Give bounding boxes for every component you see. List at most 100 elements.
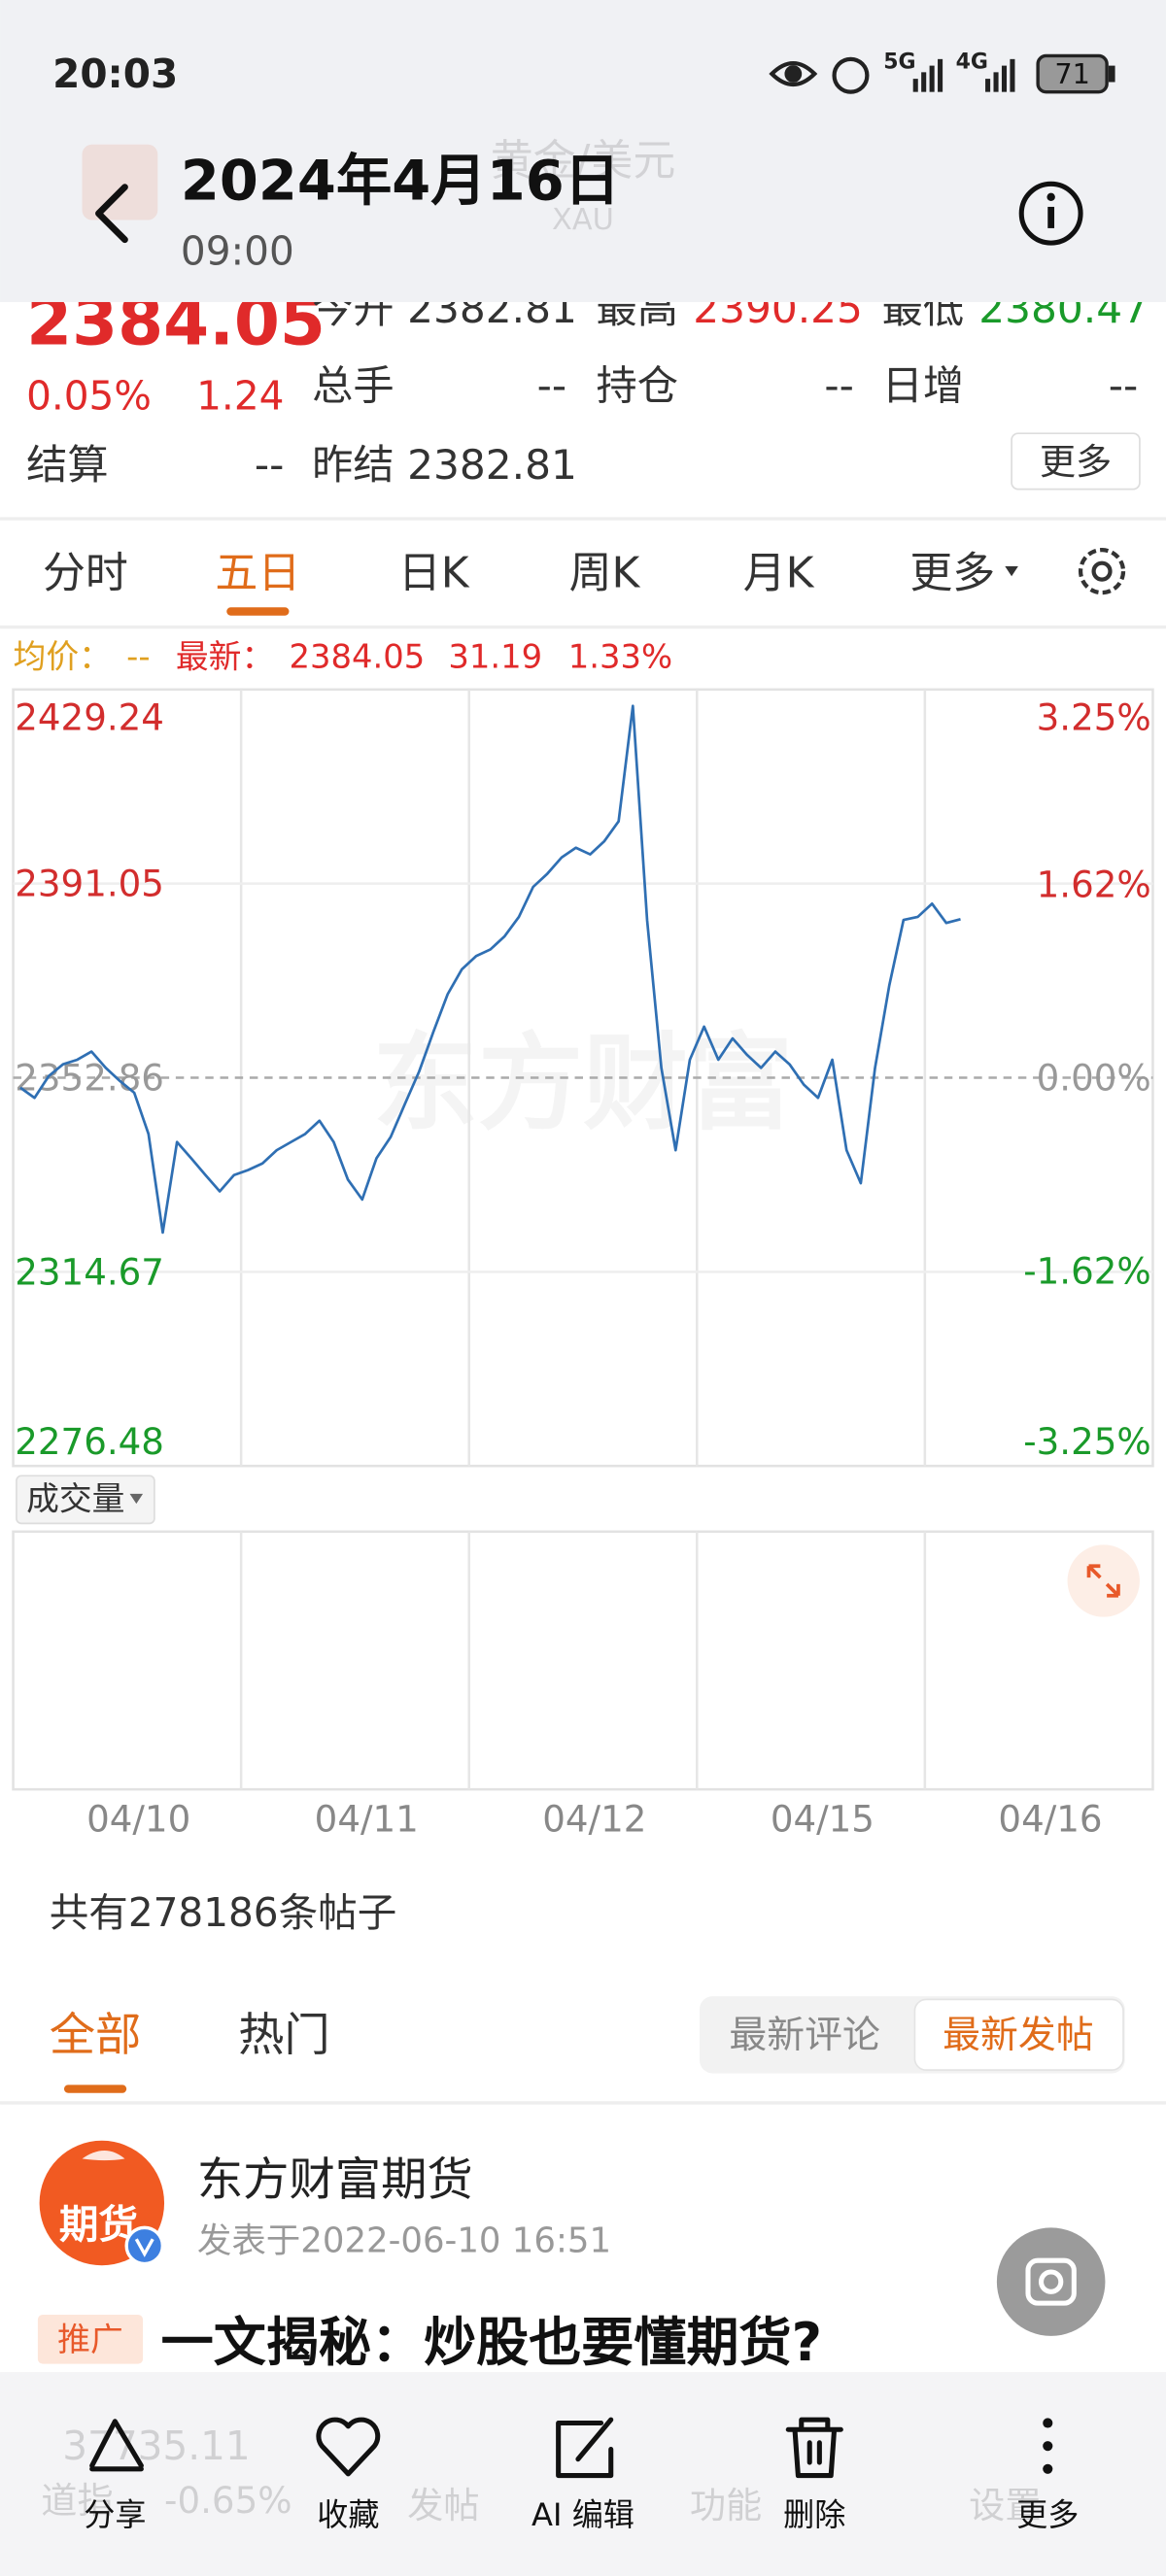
ai-edit-icon [556, 2417, 614, 2479]
field-label: 日增 [882, 362, 965, 410]
more-button-label[interactable]: 更多 [1040, 440, 1112, 483]
signal-bar [1001, 65, 1008, 92]
y-tick-label: 2391.05 [15, 863, 164, 905]
field-value: -- [537, 362, 567, 410]
favorite-icon [316, 2417, 381, 2477]
battery-tip [1108, 65, 1115, 83]
sort-option-active[interactable]: 最新发帖 [943, 2014, 1093, 2057]
toolbar-icons [89, 2417, 843, 2479]
ghost-item: 发帖 [407, 2484, 479, 2526]
tab-active[interactable]: 五日 [215, 548, 300, 597]
volume-label[interactable]: 成交量 [26, 1480, 124, 1518]
tab[interactable]: 更多 [909, 548, 995, 597]
tab[interactable]: 月K [743, 548, 815, 597]
more-icon [1043, 2418, 1053, 2474]
ghost-index-name: 道指 [41, 2479, 113, 2522]
volume-panel [12, 1530, 1154, 1791]
field-value: -- [1109, 362, 1139, 410]
avg-label: 均价： [14, 638, 112, 676]
signal-2 [985, 58, 1015, 92]
latest-change: 31.19 [448, 638, 542, 676]
header-date: 2024年4月16日 [181, 148, 620, 213]
post-tab[interactable]: 热门 [238, 2009, 330, 2062]
dot [1043, 2441, 1053, 2452]
ghost-code: XAU [552, 203, 614, 237]
avatar-logo [82, 2150, 125, 2161]
latest-change-pct: 1.33% [568, 638, 672, 676]
chart: 04/10 04/11 04/12 04/15 04/16 2429.24 2391.05 2… [13, 689, 1153, 1841]
sort-option-active-bg [913, 1998, 1124, 2071]
y-tick-label: 2314.67 [15, 1250, 164, 1293]
tab-underline [226, 607, 290, 616]
field-label: 持仓 [597, 362, 679, 410]
volume-dropdown[interactable] [16, 1474, 155, 1525]
header-bg [0, 0, 1166, 302]
avatar-text: 期货 [59, 2201, 138, 2248]
field-value: -- [824, 362, 853, 410]
battery [1036, 53, 1109, 94]
signal-bar [921, 72, 927, 92]
eye-icon [769, 60, 818, 87]
delete-icon [785, 2417, 843, 2479]
field-value: 2382.81 [407, 441, 577, 489]
sort-option[interactable]: 最新评论 [729, 2014, 879, 2057]
ghost-item: 设置 [969, 2484, 1041, 2526]
signal-bar [938, 58, 943, 92]
y2-tick-label: 1.62% [1037, 863, 1151, 905]
more-button[interactable] [1011, 432, 1141, 491]
post-author[interactable]: 东方财富期货 [197, 2153, 473, 2207]
gear-inner [1091, 560, 1113, 582]
x-tick-label: 04/15 [771, 1798, 874, 1841]
toolbar-label[interactable]: 更多 [1016, 2496, 1079, 2533]
toolbar-label[interactable]: 分享 [84, 2496, 146, 2533]
info-button[interactable] [1018, 181, 1083, 246]
ghost-index-change: -0.65% [164, 2479, 292, 2522]
tab[interactable]: 日K [398, 548, 470, 597]
change-pct: 0.05% [26, 372, 152, 419]
post-time: 发表于2022-06-10 16:51 [197, 2220, 611, 2260]
change: 1.24 [196, 372, 284, 419]
info-glyph [1047, 206, 1055, 228]
toolbar-label[interactable]: 删除 [783, 2496, 845, 2533]
toolbar: 分享 收藏 AI 编辑 删除 更多 [84, 2496, 1079, 2533]
signal-bar [1010, 58, 1015, 92]
x-tick-label: 04/11 [315, 1798, 419, 1841]
screenshot-icon [1025, 2257, 1077, 2306]
expand-icon [1086, 1564, 1120, 1598]
post-count: 共有278186条帖子 [50, 1889, 397, 1936]
eye-pupil [784, 65, 803, 83]
network-label: 4G [956, 51, 988, 75]
signal-bar [912, 79, 918, 92]
watermark: 东方财富 [373, 1022, 794, 1144]
dot [1043, 2418, 1053, 2428]
post-title[interactable]: 一文揭秘：炒股也要懂期货? [161, 2312, 822, 2373]
network-label: 5G [883, 51, 915, 75]
expand-button[interactable] [1067, 1544, 1140, 1617]
y-tick-label: 2276.48 [15, 1420, 164, 1463]
info-glyph-dot [1046, 192, 1055, 202]
field-label: 结算 [26, 441, 109, 489]
ghost-item: 功能 [690, 2484, 762, 2526]
status-time: 20:03 [52, 51, 178, 97]
toolbar-label[interactable]: 收藏 [317, 2496, 379, 2533]
x-tick-label: 04/10 [86, 1798, 190, 1841]
toolbar-label[interactable]: AI 编辑 [532, 2496, 634, 2533]
avg-value: -- [126, 638, 150, 676]
tab[interactable]: 分时 [43, 548, 128, 597]
battery-level: 71 [1054, 57, 1090, 90]
dot [1043, 2463, 1053, 2474]
settings-icon[interactable] [1078, 548, 1126, 595]
field-label: 昨结 [312, 441, 394, 489]
verified-badge [124, 2225, 165, 2266]
signal-1 [912, 58, 943, 92]
alarm-icon [832, 56, 870, 94]
post-tab-active[interactable]: 全部 [50, 2009, 142, 2062]
header-time: 09:00 [181, 228, 294, 275]
quote-panel: 2384.05 今开 2382.81 最高 2390.25 最低 2380.47… [26, 284, 1149, 491]
signal-bar [993, 72, 999, 92]
back-button[interactable] [95, 184, 128, 244]
screenshot-button[interactable] [996, 2227, 1106, 2336]
tab[interactable]: 周K [569, 548, 641, 597]
